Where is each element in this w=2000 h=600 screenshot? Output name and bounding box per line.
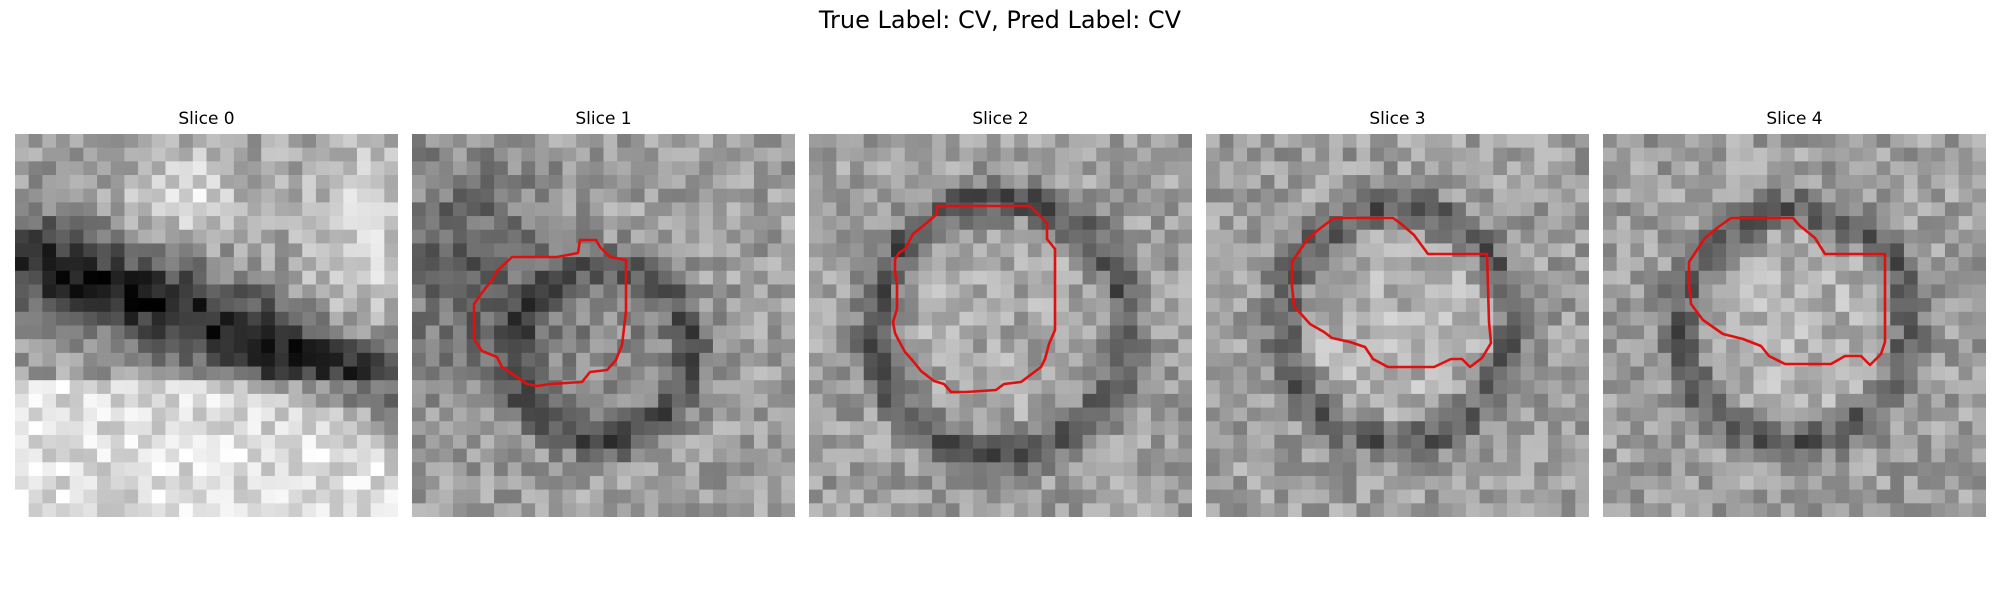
- slice-panel-0: Slice 0: [15, 108, 398, 517]
- segmentation-contour: [472, 238, 628, 388]
- segmentation-contour: [1290, 216, 1493, 369]
- slice-panel-4: Slice 4: [1603, 108, 1986, 517]
- slice-image-0: [15, 134, 398, 517]
- slice-image-1: [412, 134, 795, 517]
- slice-image-4: [1603, 134, 1986, 517]
- slice-panel-1: Slice 1: [412, 108, 795, 517]
- figure-title: True Label: CV, Pred Label: CV: [818, 6, 1182, 34]
- slice-title: Slice 4: [1766, 109, 1823, 129]
- segmentation-contour: [891, 204, 1057, 394]
- slice-title: Slice 2: [972, 109, 1029, 129]
- segmentation-contour: [1687, 216, 1887, 367]
- slice-panel-2: Slice 2: [809, 108, 1192, 517]
- slice-image-3: [1206, 134, 1589, 517]
- slice-image-2: [809, 134, 1192, 517]
- slice-panel-3: Slice 3: [1206, 108, 1589, 517]
- slice-title: Slice 3: [1369, 109, 1426, 129]
- slice-title: Slice 0: [178, 109, 235, 129]
- slice-title: Slice 1: [575, 109, 632, 129]
